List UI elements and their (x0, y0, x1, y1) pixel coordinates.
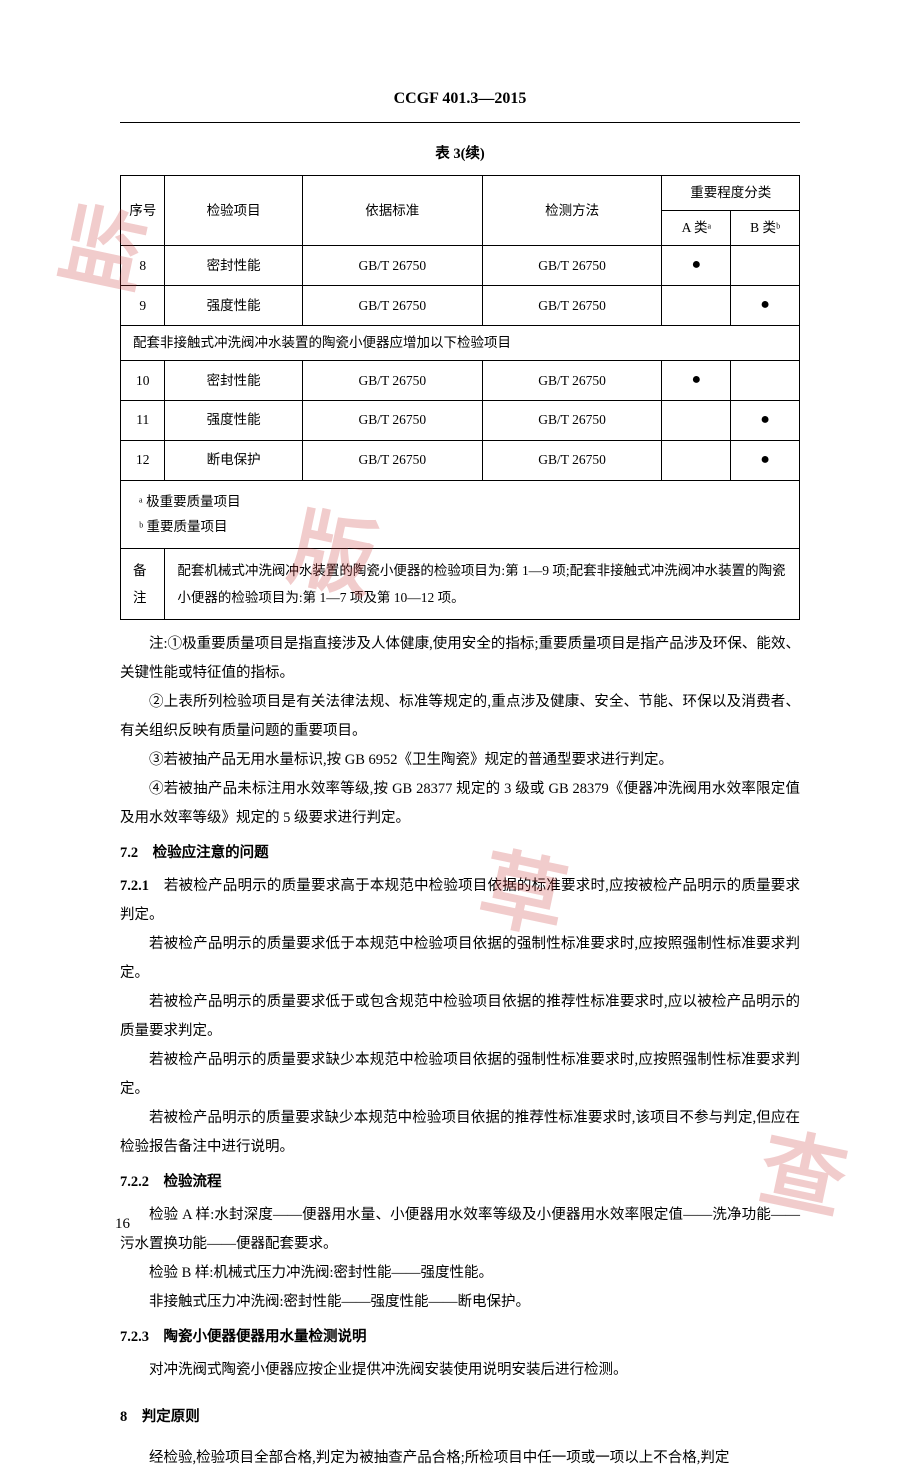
th-class-b: B 类ᵇ (731, 211, 800, 246)
text-7-2-2-0: 检验 A 样:水封深度——便器用水量、小便器用水效率等级及小便器用水效率限定值—… (120, 1201, 800, 1259)
document-header: CCGF 401.3—2015 (120, 85, 800, 123)
footnote-cell: ᵃ 极重要质量项目 ᵇ 重要质量项目 (121, 480, 800, 548)
cell-basis: GB/T 26750 (302, 286, 482, 326)
cell-basis: GB/T 26750 (302, 361, 482, 401)
th-item: 检验项目 (165, 175, 302, 246)
cell-b (731, 246, 800, 286)
cell-item: 断电保护 (165, 440, 302, 480)
note-3: ③若被抽产品无用水量标识,按 GB 6952《卫生陶瓷》规定的普通型要求进行判定… (120, 746, 800, 775)
note-1: 注:①极重要质量项目是指直接涉及人体健康,使用安全的指标;重要质量项目是指产品涉… (120, 630, 800, 688)
cell-a (662, 401, 731, 441)
cell-method: GB/T 26750 (482, 440, 662, 480)
cell-method: GB/T 26750 (482, 246, 662, 286)
cell-basis: GB/T 26750 (302, 246, 482, 286)
text-7-2-3-0: 对冲洗阀式陶瓷小便器应按企业提供冲洗阀安装使用说明安装后进行检测。 (120, 1356, 800, 1385)
inspection-table: 序号 检验项目 依据标准 检测方法 重要程度分类 A 类ᵃ B 类ᵇ 8 密封性… (120, 175, 800, 620)
cell-a: ● (662, 361, 731, 401)
th-class-a: A 类ᵃ (662, 211, 731, 246)
cell-seq: 10 (121, 361, 165, 401)
cell-seq: 9 (121, 286, 165, 326)
table-footnote-row: ᵃ 极重要质量项目 ᵇ 重要质量项目 (121, 480, 800, 548)
cell-a (662, 440, 731, 480)
table-spanning-row: 配套非接触式冲洗阀冲水装置的陶瓷小便器应增加以下检验项目 (121, 326, 800, 361)
table-row: 9 强度性能 GB/T 26750 GB/T 26750 ● (121, 286, 800, 326)
note-2: ②上表所列检验项目是有关法律法规、标准等规定的,重点涉及健康、安全、节能、环保以… (120, 688, 800, 746)
table-caption: 表 3(续) (120, 141, 800, 167)
cell-a (662, 286, 731, 326)
table-row: 10 密封性能 GB/T 26750 GB/T 26750 ● (121, 361, 800, 401)
cell-seq: 12 (121, 440, 165, 480)
cell-seq: 11 (121, 401, 165, 441)
cell-item: 强度性能 (165, 286, 302, 326)
cell-a: ● (662, 246, 731, 286)
cell-basis: GB/T 26750 (302, 401, 482, 441)
heading-7-2-1-line: 7.2.1 若被检产品明示的质量要求高于本规范中检验项目依据的标准要求时,应按被… (120, 872, 800, 930)
remark-text: 配套机械式冲洗阀冲水装置的陶瓷小便器的检验项目为:第 1—9 项;配套非接触式冲… (165, 549, 800, 620)
text-8-0: 经检验,检验项目全部合格,判定为被抽查产品合格;所检项目中任一项或一项以上不合格… (120, 1444, 800, 1473)
heading-8: 8 判定原则 (120, 1403, 800, 1432)
text-7-2-1-2: 若被检产品明示的质量要求低于或包含规范中检验项目依据的推荐性标准要求时,应以被检… (120, 988, 800, 1046)
text-7-2-2-1: 检验 B 样:机械式压力冲洗阀:密封性能——强度性能。 (120, 1259, 800, 1288)
table-row: 8 密封性能 GB/T 26750 GB/T 26750 ● (121, 246, 800, 286)
heading-7-2: 7.2 检验应注意的问题 (120, 839, 800, 868)
cell-b: ● (731, 286, 800, 326)
text-7-2-1-0: 若被检产品明示的质量要求高于本规范中检验项目依据的标准要求时,应按被检产品明示的… (120, 878, 800, 923)
notes-section: 注:①极重要质量项目是指直接涉及人体健康,使用安全的指标;重要质量项目是指产品涉… (120, 630, 800, 833)
footnote-b: ᵇ 重要质量项目 (139, 514, 781, 540)
text-7-2-1-4: 若被检产品明示的质量要求缺少本规范中检验项目依据的推荐性标准要求时,该项目不参与… (120, 1104, 800, 1162)
cell-b: ● (731, 401, 800, 441)
table-row: 11 强度性能 GB/T 26750 GB/T 26750 ● (121, 401, 800, 441)
spanning-text: 配套非接触式冲洗阀冲水装置的陶瓷小便器应增加以下检验项目 (121, 326, 800, 361)
th-basis: 依据标准 (302, 175, 482, 246)
text-7-2-1-3: 若被检产品明示的质量要求缺少本规范中检验项目依据的强制性标准要求时,应按照强制性… (120, 1046, 800, 1104)
heading-7-2-1: 7.2.1 (120, 878, 149, 894)
th-importance: 重要程度分类 (662, 175, 800, 210)
heading-7-2-2: 7.2.2 检验流程 (120, 1168, 800, 1197)
cell-method: GB/T 26750 (482, 361, 662, 401)
text-7-2-1-1: 若被检产品明示的质量要求低于本规范中检验项目依据的强制性标准要求时,应按照强制性… (120, 930, 800, 988)
text-7-2-2-2: 非接触式压力冲洗阀:密封性能——强度性能——断电保护。 (120, 1288, 800, 1317)
cell-b (731, 361, 800, 401)
remark-label: 备注 (121, 549, 165, 620)
cell-b: ● (731, 440, 800, 480)
cell-item: 强度性能 (165, 401, 302, 441)
footnote-a: ᵃ 极重要质量项目 (139, 489, 781, 515)
table-header-row-1: 序号 检验项目 依据标准 检测方法 重要程度分类 (121, 175, 800, 210)
th-seq: 序号 (121, 175, 165, 246)
cell-item: 密封性能 (165, 361, 302, 401)
cell-item: 密封性能 (165, 246, 302, 286)
th-method: 检测方法 (482, 175, 662, 246)
note-4: ④若被抽产品未标注用水效率等级,按 GB 28377 规定的 3 级或 GB 2… (120, 775, 800, 833)
heading-7-2-3: 7.2.3 陶瓷小便器便器用水量检测说明 (120, 1323, 800, 1352)
table-remark-row: 备注 配套机械式冲洗阀冲水装置的陶瓷小便器的检验项目为:第 1—9 项;配套非接… (121, 549, 800, 620)
section-7-2: 7.2 检验应注意的问题 7.2.1 若被检产品明示的质量要求高于本规范中检验项… (120, 839, 800, 1473)
cell-method: GB/T 26750 (482, 286, 662, 326)
page-number: 16 (115, 1211, 130, 1238)
cell-method: GB/T 26750 (482, 401, 662, 441)
cell-basis: GB/T 26750 (302, 440, 482, 480)
table-row: 12 断电保护 GB/T 26750 GB/T 26750 ● (121, 440, 800, 480)
cell-seq: 8 (121, 246, 165, 286)
